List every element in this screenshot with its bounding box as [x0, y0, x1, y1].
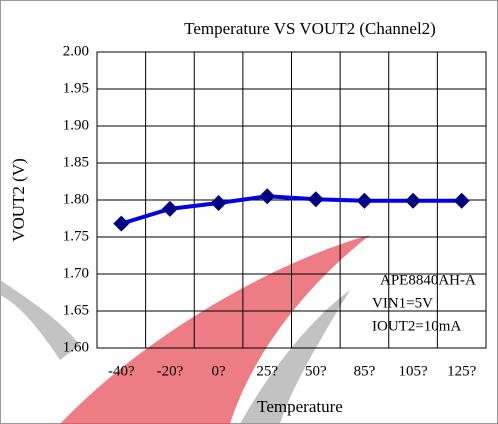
marker [356, 192, 373, 209]
x-tick-label: 85? [354, 363, 376, 379]
y-tick-label: 1.95 [63, 80, 89, 96]
y-tick-label: 1.70 [63, 265, 89, 281]
x-tick-label: 50? [305, 363, 327, 379]
y-tick-label: 1.60 [63, 339, 89, 355]
y-tick-label: 1.75 [63, 228, 89, 244]
marker [405, 192, 422, 209]
data-line [120, 194, 462, 226]
annotation: IOUT2=10mA [372, 318, 461, 334]
marker [259, 188, 276, 205]
y-tick-label: 1.85 [63, 154, 89, 170]
y-tick-label: 1.80 [63, 191, 89, 207]
x-tick-label: -40? [108, 363, 135, 379]
watermark-red [60, 235, 370, 424]
marker [113, 215, 130, 232]
marker [210, 194, 227, 211]
y-tick-label: 2.00 [63, 43, 89, 59]
y-axis-label: VOUT2 (V) [9, 158, 28, 242]
marker [453, 192, 470, 209]
y-tick-label: 1.90 [63, 117, 89, 133]
watermark-gray [240, 290, 350, 424]
x-axis-label: Temperature [257, 397, 343, 416]
y-tick-label: 1.65 [63, 302, 89, 318]
x-tick-label: 125? [447, 363, 477, 379]
marker [307, 191, 324, 208]
x-tick-label: -20? [157, 363, 184, 379]
x-tick-label: 0? [211, 363, 226, 379]
x-tick-label: 105? [398, 363, 428, 379]
chart-title: Temperature VS VOUT2 (Channel2) [184, 19, 436, 38]
marker [161, 200, 178, 217]
annotation: VIN1=5V [372, 295, 433, 311]
watermark-gray [0, 280, 80, 360]
x-tick-label: 25? [256, 363, 278, 379]
annotation: APE8840AH-A [380, 272, 476, 288]
